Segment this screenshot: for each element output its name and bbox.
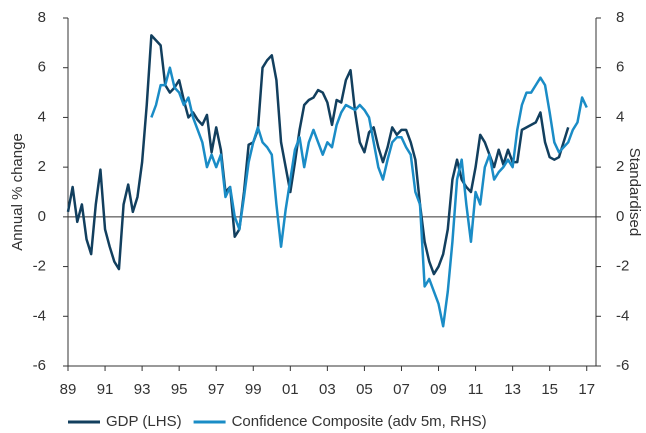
y-tick-label: 2 xyxy=(38,158,46,175)
y2-tick-label: 4 xyxy=(616,108,624,125)
y2-tick-label: 0 xyxy=(616,208,624,225)
x-tick-label: 99 xyxy=(245,381,262,398)
x-tick-label: 95 xyxy=(171,381,188,398)
y-tick-label: -6 xyxy=(33,357,46,374)
y-tick-label: 6 xyxy=(38,59,46,76)
y2-tick-label: 6 xyxy=(616,59,624,76)
series-line xyxy=(150,66,588,328)
y2-tick-label: -4 xyxy=(616,307,629,324)
y2-axis-title: Standardised xyxy=(626,148,643,236)
x-tick-label: 91 xyxy=(97,381,114,398)
y-tick-label: 0 xyxy=(38,208,46,225)
x-tick-label: 15 xyxy=(541,381,558,398)
x-tick-label: 97 xyxy=(208,381,225,398)
x-tick-label: 13 xyxy=(504,381,521,398)
y-tick-label: 4 xyxy=(38,108,46,125)
x-tick-label: 05 xyxy=(356,381,373,398)
y2-tick-label: 2 xyxy=(616,158,624,175)
x-tick-label: 07 xyxy=(393,381,410,398)
y-axis-title: Annual % change xyxy=(9,133,26,251)
y2-tick-label: 8 xyxy=(616,9,624,26)
y-tick-label: -4 xyxy=(33,307,46,324)
y-tick-label: 8 xyxy=(38,9,46,26)
x-tick-label: 01 xyxy=(282,381,299,398)
x-tick-label: 93 xyxy=(134,381,151,398)
legend-label: Confidence Composite (adv 5m, RHS) xyxy=(232,413,487,430)
series-line xyxy=(66,34,570,276)
x-tick-label: 17 xyxy=(578,381,595,398)
y2-tick-label: -6 xyxy=(616,357,629,374)
y-tick-label: -2 xyxy=(33,258,46,275)
legend-label: GDP (LHS) xyxy=(106,413,182,430)
x-tick-label: 03 xyxy=(319,381,336,398)
x-tick-label: 89 xyxy=(60,381,77,398)
x-tick-label: 11 xyxy=(468,381,484,398)
x-tick-label: 09 xyxy=(430,381,447,398)
y2-tick-label: -2 xyxy=(616,258,629,275)
